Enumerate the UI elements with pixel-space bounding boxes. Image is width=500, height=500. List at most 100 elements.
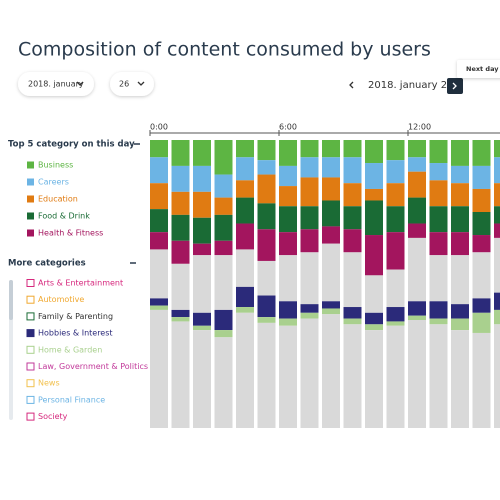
bar-segment xyxy=(257,322,276,428)
x-tick-label: 6:00 xyxy=(279,123,297,132)
bar-segment xyxy=(451,140,469,166)
tooltip xyxy=(457,60,500,78)
bar-segment xyxy=(279,232,297,256)
bar-segment xyxy=(150,209,168,233)
bar-segment xyxy=(408,315,426,320)
month-select-text: 2018. january xyxy=(28,80,84,89)
bar-segment xyxy=(279,140,297,166)
legend-label: Arts & Entertainment xyxy=(38,279,123,288)
bar-segment xyxy=(193,165,211,192)
bar-segment xyxy=(193,255,211,313)
bar-segment xyxy=(429,301,448,319)
bar-segment xyxy=(408,140,426,158)
bar-segment xyxy=(279,318,297,326)
bar-segment xyxy=(171,140,190,166)
bar-segment xyxy=(322,226,340,244)
month-select[interactable] xyxy=(18,72,94,96)
bar-segment xyxy=(257,317,276,323)
bar-segment xyxy=(408,320,426,428)
bar-segment xyxy=(150,183,168,210)
bar-segment xyxy=(214,197,233,215)
legend-label: Home & Garden xyxy=(38,345,102,354)
bar-segment xyxy=(257,160,276,175)
legend-label: Personal Finance xyxy=(38,395,105,404)
bar-segment xyxy=(429,318,448,325)
chevron xyxy=(137,81,145,86)
bar-segment xyxy=(494,140,500,158)
bar-segment xyxy=(322,140,340,158)
day-select-text: 26 xyxy=(119,80,129,89)
day-select[interactable] xyxy=(110,72,154,96)
bar-segment xyxy=(279,165,297,187)
bar-segment xyxy=(236,180,254,198)
legend-label: Hobbies & Interest xyxy=(38,329,113,338)
next-day-button[interactable] xyxy=(447,78,463,94)
bar-segment xyxy=(193,140,211,166)
bar-segment xyxy=(322,314,340,428)
bar-segment xyxy=(494,157,500,184)
bar-segment xyxy=(365,324,383,331)
bar-segment xyxy=(150,305,168,310)
bar-segment xyxy=(343,157,362,184)
prev-day[interactable] xyxy=(349,81,354,89)
bar-segment xyxy=(343,324,362,428)
bar-segment xyxy=(472,212,491,236)
bar-segment xyxy=(472,252,491,299)
legend-swatch xyxy=(27,178,34,186)
next-icon xyxy=(452,82,457,90)
bar-segment xyxy=(236,312,254,428)
bar-segment xyxy=(300,312,319,319)
bar-segment xyxy=(494,324,500,428)
bar-segment xyxy=(472,332,491,428)
bar-segment xyxy=(429,163,448,181)
legend-swatch xyxy=(26,312,35,321)
bar-segment xyxy=(236,286,254,308)
bar-segment xyxy=(236,157,254,181)
bar-segment xyxy=(236,197,254,224)
legend-label: Careers xyxy=(38,178,69,187)
chevron xyxy=(76,81,84,86)
bar-segment xyxy=(343,307,362,319)
bar-segment xyxy=(300,252,319,305)
bar-segment xyxy=(343,252,362,308)
bar-segment xyxy=(429,324,448,428)
legend-label: Health & Fitness xyxy=(38,229,103,238)
bar-segment xyxy=(300,140,319,158)
bar-segment xyxy=(236,249,254,287)
bar-segment xyxy=(472,188,491,212)
bar-segment xyxy=(150,249,168,299)
bar-segment xyxy=(279,325,297,428)
bar-segment xyxy=(214,214,233,241)
bar-segment xyxy=(214,240,233,256)
bar-segment xyxy=(365,188,383,201)
legend-swatch xyxy=(27,195,34,203)
bar-segment xyxy=(472,312,491,333)
legend-swatch xyxy=(26,329,35,338)
bar-segment xyxy=(386,140,405,161)
legend-swatch xyxy=(27,229,34,237)
bar-segment xyxy=(429,206,448,233)
bar-segment xyxy=(451,206,469,233)
bar-segment xyxy=(150,232,168,250)
legend-label: Food & Drink xyxy=(38,212,90,221)
bar-segment xyxy=(386,206,405,233)
bar-segment xyxy=(343,318,362,325)
legend-label: Education xyxy=(38,195,78,204)
more-heading: More categories xyxy=(8,259,86,269)
bar-segment xyxy=(365,235,383,276)
bar-segment xyxy=(300,304,319,313)
bar-segment xyxy=(343,206,362,230)
bar-segment xyxy=(408,171,426,198)
bar-segment xyxy=(365,312,383,325)
bar-segment xyxy=(322,200,340,227)
bar-segment xyxy=(279,186,297,207)
bar-segment xyxy=(171,263,190,310)
bar-segment xyxy=(343,229,362,253)
bar-segment xyxy=(322,243,340,302)
bar-segment xyxy=(236,223,254,250)
scroll-thumb[interactable] xyxy=(9,280,13,320)
bar-segment xyxy=(408,237,426,302)
legend-swatch xyxy=(27,161,34,169)
bar-segment xyxy=(193,243,211,256)
